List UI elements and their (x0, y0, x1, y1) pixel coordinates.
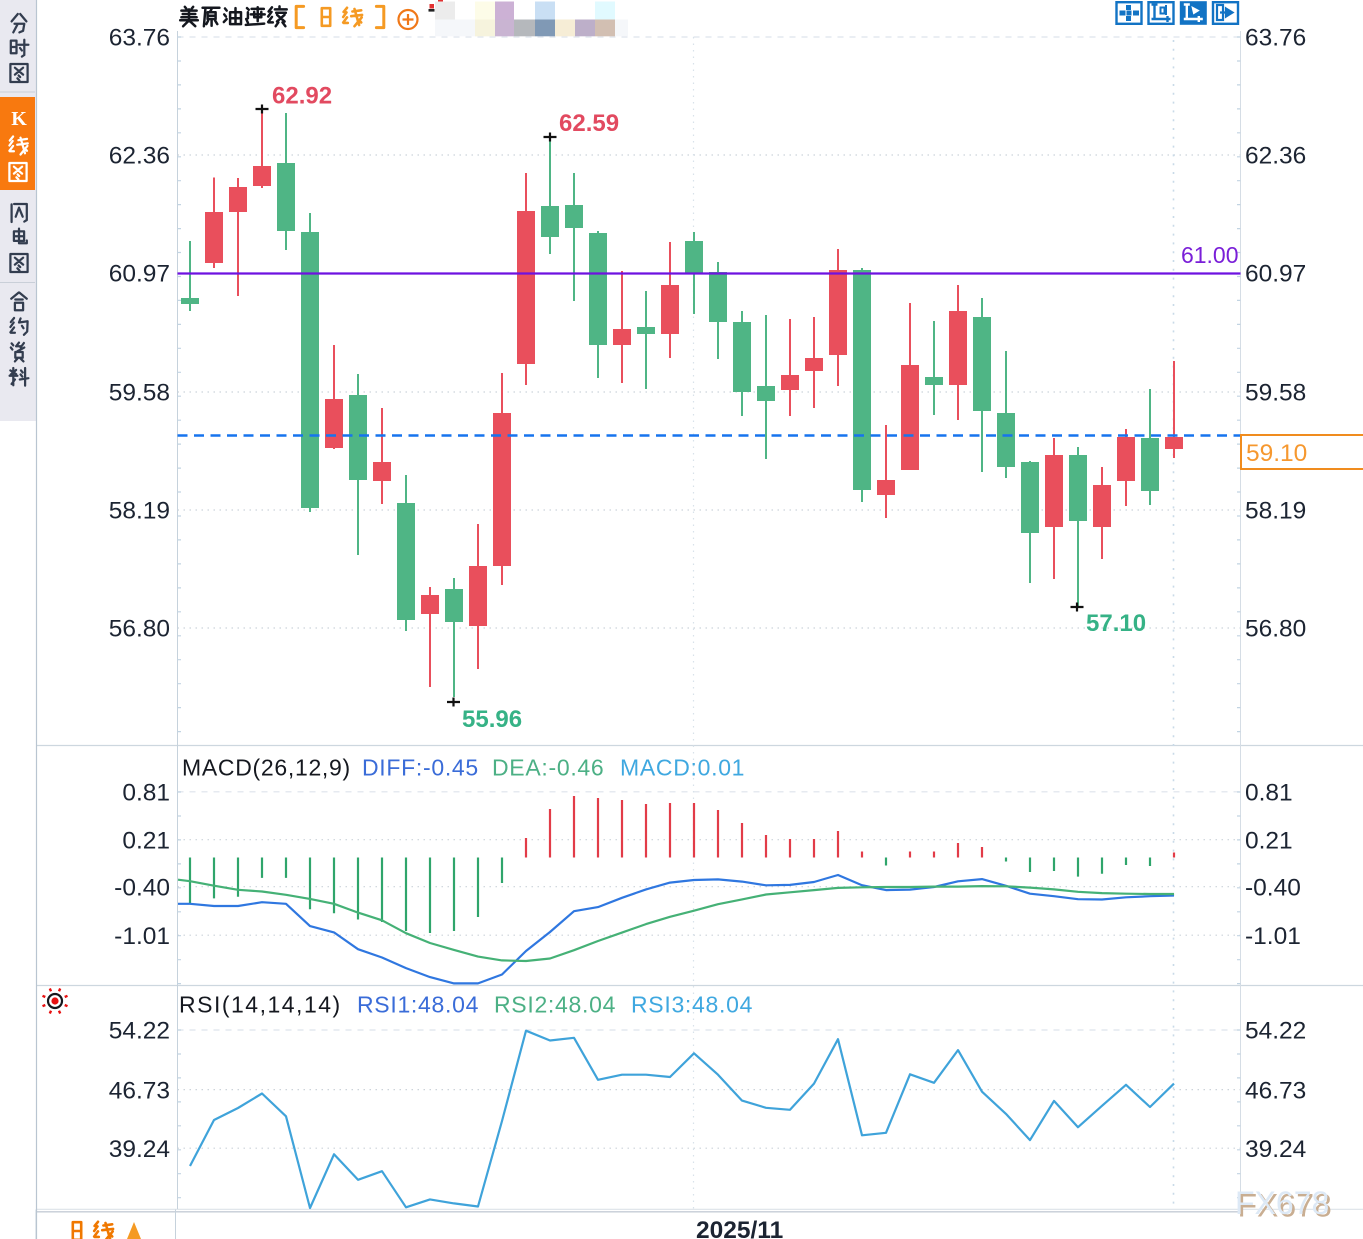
svg-text:58.19: 58.19 (1245, 498, 1306, 525)
svg-text:59.58: 59.58 (109, 380, 170, 407)
svg-text:59.58: 59.58 (1245, 380, 1306, 407)
svg-text:RSI1:48.04: RSI1:48.04 (357, 992, 479, 1018)
svg-text:MACD(26,12,9): MACD(26,12,9) (182, 755, 351, 781)
svg-text:56.80: 56.80 (109, 616, 170, 643)
svg-text:MACD:0.01: MACD:0.01 (620, 755, 745, 781)
svg-text:RSI(14,14,14): RSI(14,14,14) (179, 992, 342, 1018)
svg-text:60.97: 60.97 (1245, 261, 1306, 288)
svg-text:2025/11: 2025/11 (696, 1217, 783, 1239)
svg-text:46.73: 46.73 (109, 1077, 170, 1104)
svg-text:61.00: 61.00 (1181, 242, 1239, 268)
svg-text:DIFF:-0.45: DIFF:-0.45 (362, 755, 479, 781)
svg-text:60.97: 60.97 (109, 261, 170, 288)
svg-text:-0.40: -0.40 (1245, 874, 1301, 901)
svg-text:K: K (11, 108, 27, 130)
svg-text:-1.01: -1.01 (1245, 923, 1301, 950)
svg-text:59.10: 59.10 (1246, 440, 1307, 467)
svg-text:62.36: 62.36 (1245, 143, 1306, 170)
svg-text:56.80: 56.80 (1245, 616, 1306, 643)
svg-text:RSI3:48.04: RSI3:48.04 (631, 992, 753, 1018)
svg-text:0.21: 0.21 (122, 827, 170, 854)
svg-text:-1.01: -1.01 (114, 923, 170, 950)
svg-text:55.96: 55.96 (462, 706, 522, 733)
svg-text:54.22: 54.22 (109, 1018, 170, 1045)
svg-text:46.73: 46.73 (1245, 1077, 1306, 1104)
svg-text:58.19: 58.19 (109, 498, 170, 525)
svg-text:54.22: 54.22 (1245, 1018, 1306, 1045)
svg-text:57.10: 57.10 (1086, 610, 1146, 637)
svg-text:0.21: 0.21 (1245, 827, 1293, 854)
svg-text:FX678: FX678 (1238, 1188, 1332, 1224)
svg-text:-0.40: -0.40 (114, 874, 170, 901)
svg-text:62.59: 62.59 (559, 110, 619, 137)
svg-text:39.24: 39.24 (109, 1136, 170, 1163)
svg-text:62.92: 62.92 (272, 83, 332, 110)
svg-text:63.76: 63.76 (109, 25, 170, 52)
svg-text:39.24: 39.24 (1245, 1136, 1306, 1163)
svg-text:0.81: 0.81 (122, 780, 170, 807)
svg-text:0.81: 0.81 (1245, 780, 1293, 807)
svg-text:62.36: 62.36 (109, 143, 170, 170)
svg-text:DEA:-0.46: DEA:-0.46 (492, 755, 604, 781)
svg-text:RSI2:48.04: RSI2:48.04 (494, 992, 616, 1018)
svg-text:FX678: FX678 (1235, 1185, 1329, 1221)
svg-text:63.76: 63.76 (1245, 25, 1306, 52)
